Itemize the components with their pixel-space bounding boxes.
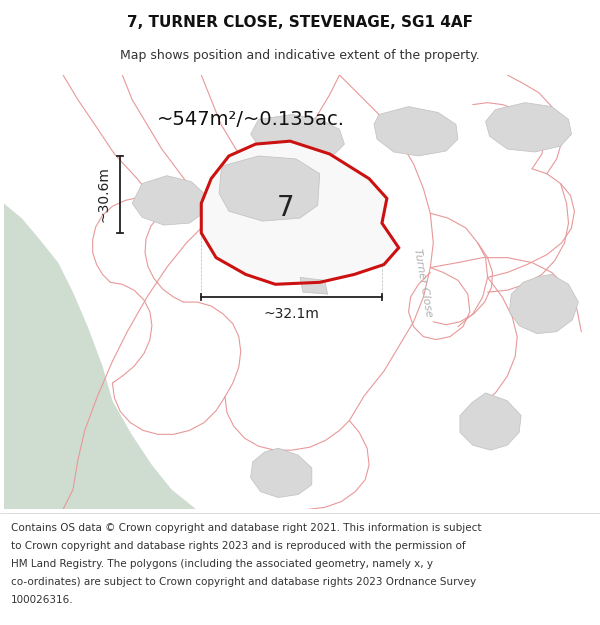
Text: to Crown copyright and database rights 2023 and is reproduced with the permissio: to Crown copyright and database rights 2… [11,541,466,551]
Polygon shape [251,114,344,159]
Polygon shape [4,75,196,509]
Polygon shape [509,274,578,334]
Polygon shape [251,448,312,498]
Text: 7, TURNER CLOSE, STEVENAGE, SG1 4AF: 7, TURNER CLOSE, STEVENAGE, SG1 4AF [127,14,473,29]
Polygon shape [219,156,320,221]
Text: 100026316.: 100026316. [11,595,73,605]
Polygon shape [460,393,521,450]
Text: 7: 7 [277,194,294,222]
Text: ~547m²/~0.135ac.: ~547m²/~0.135ac. [157,110,345,129]
Polygon shape [300,278,328,294]
Text: Contains OS data © Crown copyright and database right 2021. This information is : Contains OS data © Crown copyright and d… [11,523,481,533]
Text: co-ordinates) are subject to Crown copyright and database rights 2023 Ordnance S: co-ordinates) are subject to Crown copyr… [11,577,476,587]
Polygon shape [374,107,458,156]
Polygon shape [485,102,571,152]
Polygon shape [132,176,206,225]
Text: Map shows position and indicative extent of the property.: Map shows position and indicative extent… [120,49,480,62]
Text: ~30.6m: ~30.6m [97,166,110,222]
Text: ~32.1m: ~32.1m [263,307,320,321]
Text: Turner Close: Turner Close [412,248,434,318]
Text: HM Land Registry. The polygons (including the associated geometry, namely x, y: HM Land Registry. The polygons (includin… [11,559,433,569]
Polygon shape [201,141,399,284]
